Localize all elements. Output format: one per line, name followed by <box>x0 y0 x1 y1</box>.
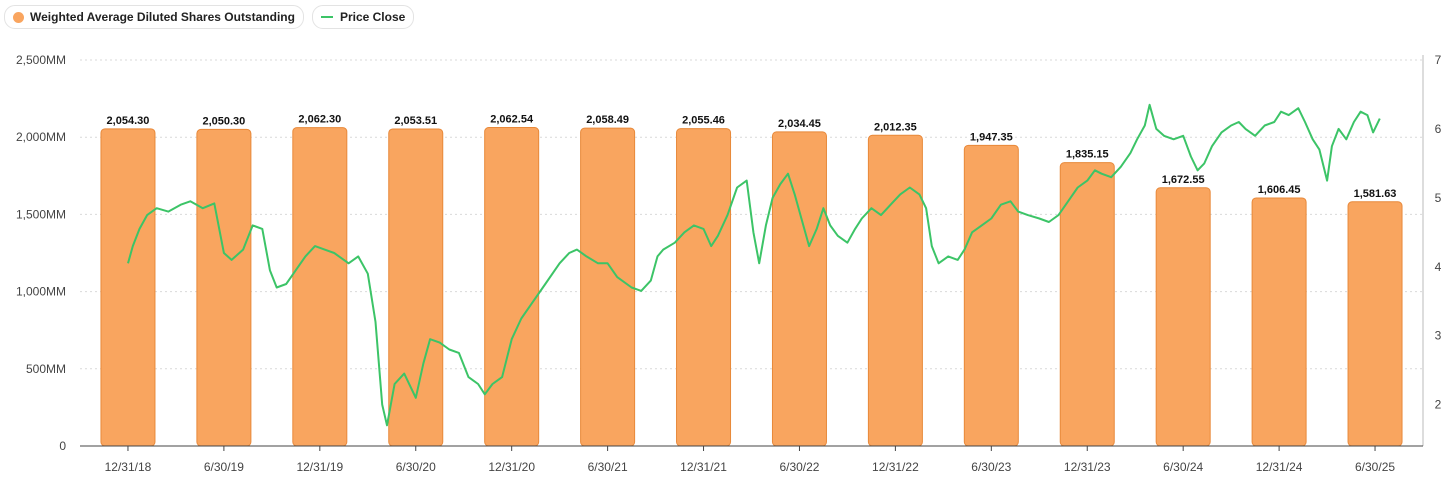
x-tick-label: 12/31/18 <box>105 460 152 474</box>
bar-data-label: 2,058.49 <box>586 114 629 126</box>
legend: Weighted Average Diluted Shares Outstand… <box>4 5 415 29</box>
x-tick-label: 12/31/21 <box>680 460 727 474</box>
x-tick-label: 6/30/22 <box>779 460 819 474</box>
line-swatch-icon <box>320 16 333 18</box>
y-right-tick-label: 3 <box>1435 329 1442 343</box>
price-close-line <box>127 103 1381 427</box>
y-left-tick-label: 1,500MM <box>16 207 66 221</box>
x-tick-label: 6/30/25 <box>1355 460 1395 474</box>
x-tick-label: 6/30/24 <box>1163 460 1203 474</box>
bar <box>771 131 827 447</box>
legend-label-price: Price Close <box>339 10 406 24</box>
x-tick-label: 12/31/24 <box>1256 460 1303 474</box>
bar-swatch-icon <box>13 11 24 23</box>
bar <box>484 127 540 447</box>
bar <box>1155 187 1211 447</box>
bar-data-label: 2,054.30 <box>107 115 150 127</box>
y-right-tick-label: 7 <box>1435 53 1442 67</box>
bar-data-label: 2,034.45 <box>778 118 821 130</box>
y-left-tick-label: 0 <box>59 439 66 453</box>
y-right-tick-label: 4 <box>1435 260 1442 274</box>
bar-data-label: 2,053.51 <box>394 115 437 127</box>
x-tick-label: 6/30/20 <box>396 460 436 474</box>
x-tick-label: 6/30/19 <box>204 460 244 474</box>
y-right-tick-label: 5 <box>1435 191 1442 205</box>
y-left-tick-label: 500MM <box>26 362 66 376</box>
bar-data-label: 2,062.30 <box>298 114 341 126</box>
bar-data-label: 1,606.45 <box>1258 184 1301 196</box>
bar <box>292 127 348 447</box>
bar-data-label: 1,581.63 <box>1354 188 1397 200</box>
bar <box>1347 201 1403 447</box>
x-tick-label: 6/30/21 <box>588 460 628 474</box>
y-right-tick-label: 2 <box>1435 398 1442 412</box>
bar <box>867 134 923 447</box>
legend-label-shares: Weighted Average Diluted Shares Outstand… <box>30 10 295 24</box>
bar <box>100 128 156 447</box>
bar <box>676 128 732 447</box>
bar <box>1251 197 1307 447</box>
bar-data-label: 2,050.30 <box>202 115 245 127</box>
bar-data-label: 1,835.15 <box>1066 149 1109 161</box>
bar <box>580 127 636 447</box>
bar-data-label: 2,062.54 <box>490 114 534 126</box>
bar <box>963 144 1019 447</box>
x-tick-label: 12/31/19 <box>296 460 343 474</box>
bar-data-label: 1,947.35 <box>970 131 1013 143</box>
y-left-tick-label: 1,000MM <box>16 285 66 299</box>
x-tick-label: 6/30/23 <box>971 460 1011 474</box>
bar-data-label: 1,672.55 <box>1162 174 1205 186</box>
x-tick-label: 12/31/23 <box>1064 460 1111 474</box>
legend-item-price[interactable]: Price Close <box>311 5 415 29</box>
bar <box>1059 162 1115 447</box>
legend-item-shares[interactable]: Weighted Average Diluted Shares Outstand… <box>4 5 304 29</box>
y-right-tick-label: 6 <box>1435 122 1442 136</box>
x-tick-label: 12/31/20 <box>488 460 535 474</box>
x-tick-label: 12/31/22 <box>872 460 919 474</box>
y-left-tick-label: 2,500MM <box>16 53 66 67</box>
y-left-tick-label: 2,000MM <box>16 130 66 144</box>
bar-data-label: 2,055.46 <box>682 115 725 127</box>
bar-data-label: 2,012.35 <box>874 121 917 133</box>
bar <box>196 128 252 447</box>
